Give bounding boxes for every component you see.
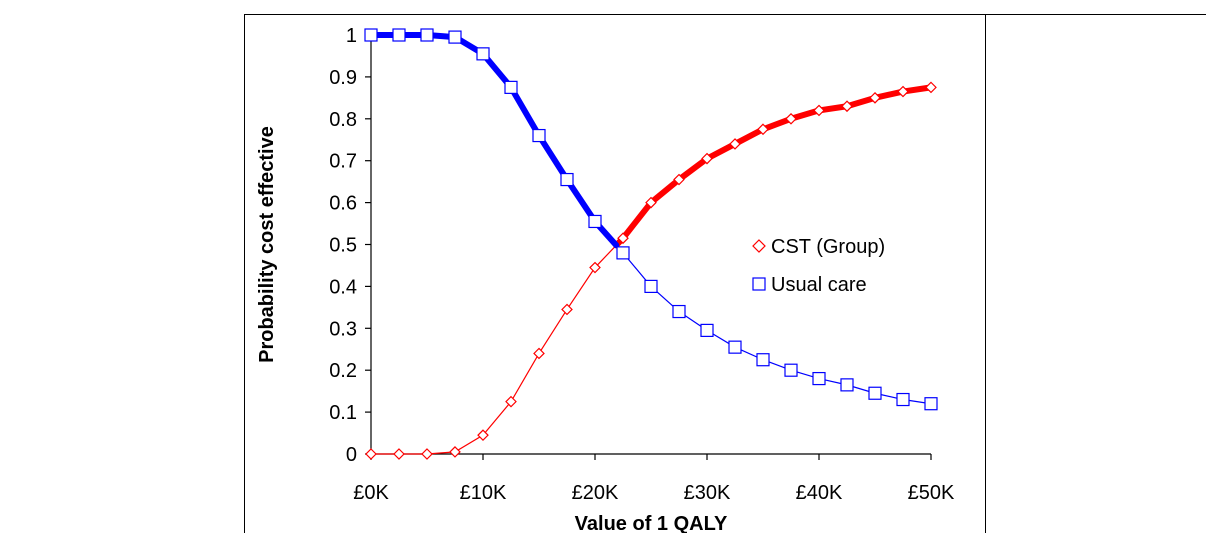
x-tick-label: £30K	[684, 482, 731, 504]
x-axis-title: Value of 1 QALY	[575, 513, 728, 533]
frame-right-line	[985, 14, 986, 533]
series-dominant-cst-group	[613, 84, 934, 249]
y-tick-label: 0.5	[329, 235, 357, 257]
legend-label-usual-care: Usual care	[771, 274, 867, 296]
x-tick-label: £50K	[908, 482, 955, 504]
series-line-cst-group	[371, 86, 932, 455]
point-cst-group	[645, 196, 657, 209]
series-layer	[364, 28, 938, 460]
point-usual-care	[616, 246, 630, 260]
y-tick-label: 0.1	[329, 402, 357, 424]
y-tick-label: 0.6	[329, 193, 357, 215]
legend: CST (Group) Usual care	[752, 236, 885, 296]
point-cst-group	[673, 173, 685, 186]
y-tick-label: 0.2	[329, 360, 357, 382]
point-cst-group	[869, 92, 881, 104]
axes: 0 0.1 0.2 0.3 0.4 0.5 0.6 0.7 0.8 0.9 1 £0K £10K £20K…	[329, 25, 955, 504]
x-tick-label: £0K	[353, 482, 389, 504]
x-tick-label: £20K	[572, 482, 619, 504]
point-cst-group	[561, 303, 573, 316]
frame-left-line	[244, 14, 245, 533]
y-tick-label: 0.7	[329, 151, 357, 173]
y-axis-title: Probability cost effective	[256, 126, 278, 363]
point-usual-care	[868, 386, 882, 400]
series-line-usual-care	[371, 34, 932, 405]
point-usual-care	[784, 363, 798, 377]
point-cst-group	[757, 123, 769, 136]
point-usual-care	[364, 28, 378, 42]
point-cst-group	[505, 395, 517, 408]
point-usual-care	[392, 28, 406, 42]
point-usual-care	[672, 304, 686, 319]
point-cst-group	[365, 448, 377, 460]
series-dominant-usual-care	[368, 32, 620, 249]
y-tick-label: 0.4	[329, 276, 357, 298]
point-cst-group	[617, 232, 629, 245]
point-cst-group	[785, 112, 797, 125]
y-tick-label: 0	[346, 444, 357, 466]
y-tick-label: 0.9	[329, 67, 357, 89]
y-tick-label: 0.8	[329, 109, 357, 131]
y-tick-label: 1	[346, 25, 357, 47]
point-usual-care	[700, 323, 714, 337]
legend-marker-cst-group	[752, 239, 766, 253]
point-cst-group	[589, 261, 601, 274]
point-usual-care	[812, 371, 826, 386]
point-usual-care	[896, 392, 910, 407]
point-usual-care	[476, 47, 490, 61]
point-cst-group	[897, 85, 909, 98]
point-usual-care	[728, 340, 742, 354]
point-usual-care	[756, 353, 770, 367]
point-cst-group	[729, 138, 741, 150]
y-tick-label: 0.3	[329, 318, 357, 340]
point-cst-group	[925, 81, 937, 94]
point-usual-care	[644, 279, 658, 293]
point-usual-care	[840, 378, 854, 392]
legend-label-cst-group: CST (Group)	[771, 236, 885, 258]
point-usual-care	[504, 80, 518, 94]
point-cst-group	[701, 152, 713, 165]
point-usual-care	[924, 397, 938, 411]
point-usual-care	[448, 30, 462, 44]
frame-top-line	[244, 14, 1206, 15]
x-tick-label: £10K	[460, 482, 507, 504]
legend-marker-usual-care	[752, 277, 766, 291]
point-cst-group	[477, 429, 489, 441]
point-cst-group	[449, 446, 461, 458]
point-cst-group	[393, 448, 405, 460]
point-cst-group	[813, 104, 825, 117]
point-cst-group	[841, 100, 853, 113]
x-tick-label: £40K	[796, 482, 843, 504]
point-usual-care	[532, 128, 546, 143]
point-cst-group	[421, 448, 433, 460]
point-usual-care	[560, 172, 574, 187]
point-usual-care	[420, 28, 434, 42]
point-cst-group	[533, 347, 545, 360]
point-usual-care	[588, 214, 602, 229]
